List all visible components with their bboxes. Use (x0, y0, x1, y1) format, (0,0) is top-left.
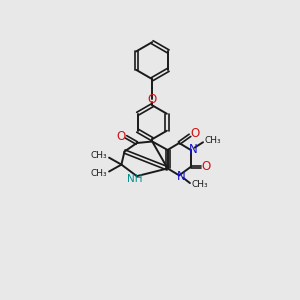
Text: CH₃: CH₃ (191, 180, 208, 189)
Text: CH₃: CH₃ (90, 169, 107, 178)
Text: CH₃: CH₃ (205, 136, 221, 145)
Text: O: O (117, 130, 126, 142)
Text: N: N (189, 143, 197, 156)
Text: CH₃: CH₃ (90, 151, 107, 160)
Text: O: O (148, 93, 157, 106)
Text: NH: NH (127, 174, 142, 184)
Text: O: O (202, 160, 211, 173)
Text: O: O (190, 127, 199, 140)
Text: N: N (177, 169, 186, 183)
